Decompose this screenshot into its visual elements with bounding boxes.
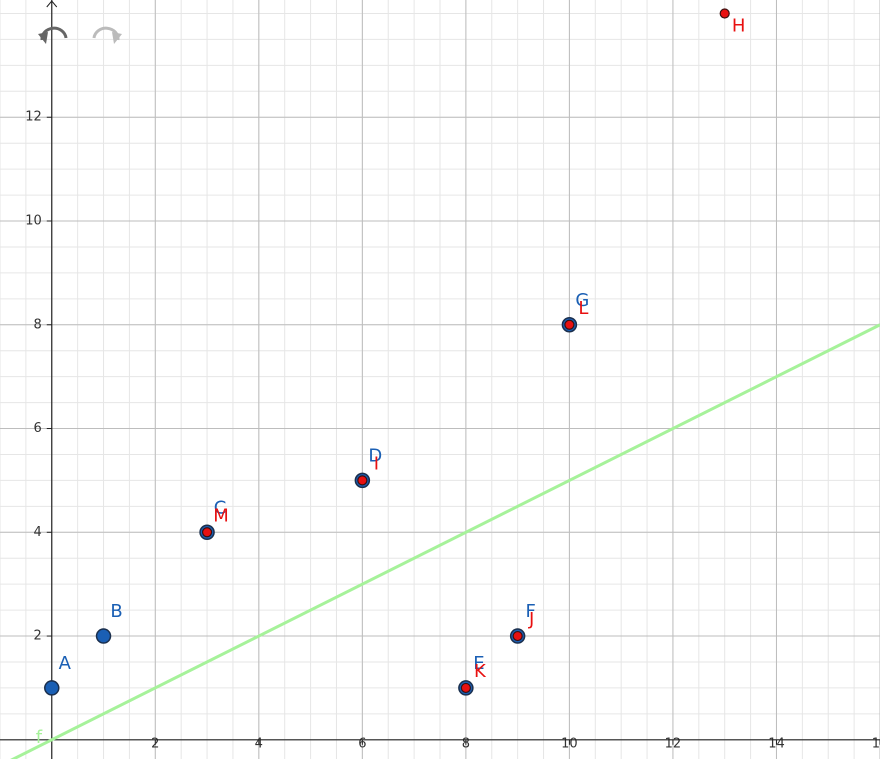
y-tick-label: 6 (33, 421, 41, 436)
y-tick-label: 8 (33, 317, 41, 332)
x-tick-label: 6 (358, 736, 366, 751)
x-tick-label: 12 (665, 736, 682, 751)
y-axis-arrow (46, 0, 58, 8)
x-tick-label: 8 (462, 736, 470, 751)
plot: f A B C D E F G H I J K L M (10, 8, 880, 759)
x-tick-label: 4 (255, 736, 263, 751)
point-label: H (732, 15, 746, 36)
point-label: K (474, 661, 487, 682)
point-label: M (213, 505, 229, 526)
point-label: A (59, 653, 72, 674)
point-label: F (525, 601, 535, 622)
line-label: f (36, 727, 43, 748)
redo-button[interactable] (92, 26, 122, 44)
point-label: E (473, 653, 484, 674)
point (460, 682, 471, 694)
redo-arrow (112, 32, 122, 44)
point-label: L (578, 298, 588, 319)
undo-button[interactable] (38, 26, 68, 44)
point (95, 628, 112, 644)
point (719, 8, 730, 19)
point (44, 680, 60, 696)
point-label: B (110, 601, 122, 622)
point-label: J (528, 609, 534, 630)
point-label: D (368, 445, 382, 466)
line (10, 323, 880, 759)
point-label: I (374, 453, 379, 474)
point-label: C (214, 497, 227, 518)
y-tick-label: 2 (33, 629, 41, 644)
x-tick-label: 2 (151, 736, 159, 751)
y-tick-label: 12 (25, 110, 42, 125)
undo-arrow (38, 32, 48, 44)
point-label: G (575, 290, 589, 311)
point (564, 319, 575, 330)
x-tick-label: 10 (561, 736, 578, 751)
x-tick-label: 14 (768, 736, 785, 751)
y-tick-label: 10 (25, 214, 42, 229)
point (512, 630, 523, 642)
point (201, 527, 213, 538)
point (357, 475, 368, 486)
x-tick-label: 16 (872, 736, 880, 751)
y-tick-label: 4 (33, 525, 41, 540)
